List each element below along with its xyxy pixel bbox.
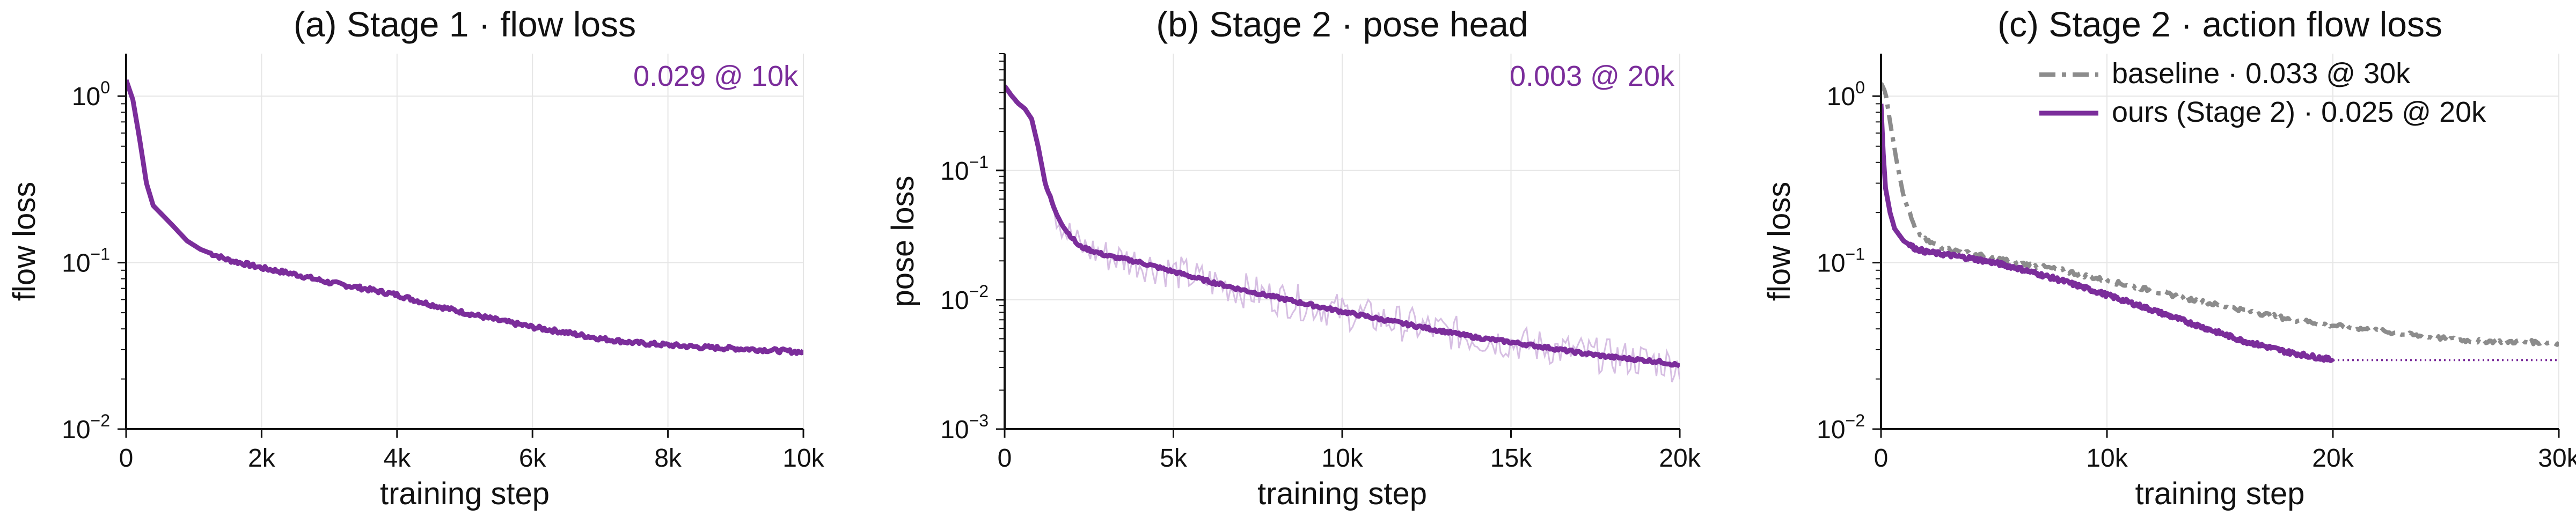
final-value-annotation: 0.029 @ 10k (633, 60, 799, 92)
panel-title: (b) Stage 2 · pose head (1156, 4, 1528, 44)
y-tick-label: 100 (1827, 78, 1865, 111)
y-axis-label: flow loss (1762, 182, 1797, 301)
x-tick-label: 10k (1321, 444, 1363, 473)
x-tick-label: 8k (654, 444, 682, 473)
x-tick-label: 15k (1490, 444, 1532, 473)
x-tick-label: 0 (119, 444, 134, 473)
x-tick-label: 2k (248, 444, 276, 473)
x-tick-label: 30k (2538, 444, 2576, 473)
y-tick-label: 10−1 (62, 245, 110, 278)
x-tick-label: 20k (2312, 444, 2354, 473)
x-axis-label: training step (2135, 476, 2305, 511)
legend-label-ours: ours (Stage 2) · 0.025 @ 20k (2112, 96, 2486, 128)
raw-trace (1005, 85, 1680, 382)
y-tick-label: 10−1 (940, 152, 989, 186)
x-tick-label: 6k (519, 444, 547, 473)
final-value-annotation: 0.003 @ 20k (1510, 60, 1675, 92)
panel-title: (c) Stage 2 · action flow loss (1997, 4, 2442, 44)
series-line-ours (1005, 84, 1680, 368)
x-tick-label: 10k (782, 444, 824, 473)
y-tick-label: 10−2 (940, 282, 989, 315)
x-tick-label: 4k (383, 444, 411, 473)
x-axis-label: training step (1257, 476, 1427, 511)
x-axis-label: training step (380, 476, 550, 511)
series-line-ours (126, 79, 803, 356)
y-axis-label: pose loss (885, 175, 920, 307)
x-tick-label: 5k (1160, 444, 1188, 473)
x-tick-label: 0 (1874, 444, 1889, 473)
chart-panel-1: 0 2k 4k 6k 8k 10k 10−2 10−1 100 training step flow… (7, 4, 825, 511)
series-line-baseline (1881, 82, 2559, 347)
x-tick-label: 0 (998, 444, 1012, 473)
legend-label-baseline: baseline · 0.033 @ 30k (2112, 57, 2411, 90)
y-axis-label: flow loss (7, 182, 42, 301)
x-tick-label: 10k (2086, 444, 2128, 473)
chart-panel-2: 0 5k 10k 15k 20k 10−3 10−2 10−1 training step pos… (885, 4, 1701, 511)
y-tick-label: 10−2 (1817, 411, 1865, 444)
series-line-ours (1881, 104, 2335, 364)
panel-title: (a) Stage 1 · flow loss (294, 4, 636, 44)
y-tick-label: 100 (72, 78, 110, 111)
x-tick-label: 20k (1659, 444, 1701, 473)
y-tick-label: 10−3 (940, 411, 989, 444)
y-tick-label: 10−1 (1817, 245, 1865, 278)
y-tick-label: 10−2 (62, 411, 110, 444)
chart-panel-3: 0 10k 20k 30k 10−2 10−1 100 training step flow l… (1762, 4, 2576, 511)
